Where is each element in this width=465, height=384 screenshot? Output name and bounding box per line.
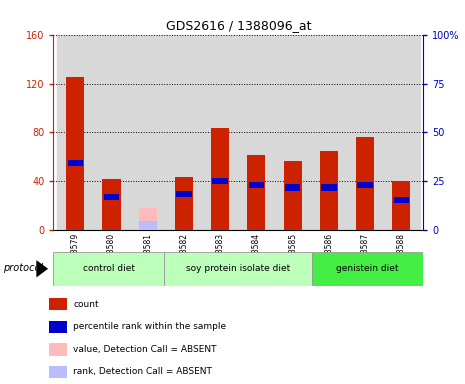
Bar <box>48 321 67 333</box>
Bar <box>392 182 411 230</box>
Bar <box>48 366 67 378</box>
Bar <box>66 78 84 230</box>
Polygon shape <box>36 260 48 277</box>
Bar <box>211 127 229 230</box>
Bar <box>356 137 374 230</box>
Bar <box>239 35 274 230</box>
Bar <box>176 190 192 197</box>
Bar <box>93 35 130 230</box>
Bar <box>48 343 67 356</box>
Bar <box>247 154 266 230</box>
Bar <box>274 35 311 230</box>
Bar <box>312 252 423 286</box>
Bar <box>394 197 409 203</box>
Text: value, Detection Call = ABSENT: value, Detection Call = ABSENT <box>73 345 217 354</box>
Bar <box>139 209 157 230</box>
Bar <box>285 184 300 190</box>
Bar <box>104 194 119 200</box>
Bar <box>102 179 120 230</box>
Text: protocol: protocol <box>3 263 43 273</box>
Bar <box>57 35 93 230</box>
Bar <box>202 35 239 230</box>
Title: GDS2616 / 1388096_at: GDS2616 / 1388096_at <box>166 19 311 32</box>
Bar <box>166 35 202 230</box>
Bar <box>383 35 419 230</box>
Text: control diet: control diet <box>83 264 135 273</box>
Bar <box>175 177 193 230</box>
Bar <box>53 252 165 286</box>
Bar <box>67 160 83 166</box>
Bar <box>165 252 312 286</box>
Text: percentile rank within the sample: percentile rank within the sample <box>73 322 226 331</box>
Bar <box>347 35 383 230</box>
Text: count: count <box>73 300 99 309</box>
Bar <box>48 298 67 310</box>
Text: genistein diet: genistein diet <box>337 264 399 273</box>
Bar <box>321 184 337 190</box>
Bar <box>284 161 302 230</box>
Bar <box>358 182 373 188</box>
Bar <box>130 35 166 230</box>
Text: soy protein isolate diet: soy protein isolate diet <box>186 264 291 273</box>
Bar <box>311 35 347 230</box>
Text: rank, Detection Call = ABSENT: rank, Detection Call = ABSENT <box>73 367 212 376</box>
Bar <box>213 179 228 184</box>
Bar <box>139 220 157 230</box>
Bar <box>320 151 338 230</box>
Bar <box>249 182 264 188</box>
